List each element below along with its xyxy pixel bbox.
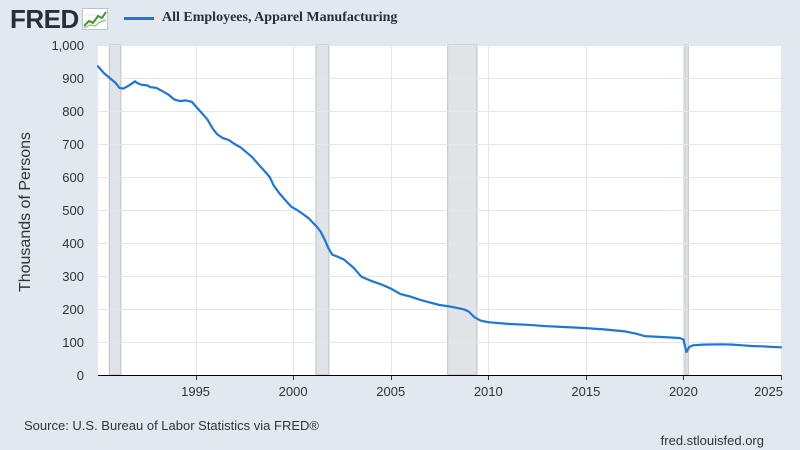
header: FRED All Employees, Apparel Manufacturin… xyxy=(0,0,800,40)
fred-logo[interactable]: FRED xyxy=(10,4,108,34)
legend-swatch xyxy=(124,16,154,20)
y-tick-label: 900 xyxy=(62,71,84,86)
x-tick-label: 2020 xyxy=(669,384,698,399)
y-tick-label: 1,000 xyxy=(51,38,84,53)
y-tick-label: 300 xyxy=(62,269,84,284)
source-note: Source: U.S. Bureau of Labor Statistics … xyxy=(24,418,319,433)
x-axis-ticks: 1995 2000 2005 2010 2015 2020 2025 xyxy=(181,375,783,399)
line-chart: 0 100 200 300 400 500 600 700 800 900 1,000 1995 20… xyxy=(51,38,783,399)
gridlines xyxy=(98,45,781,375)
y-tick-label: 800 xyxy=(62,104,84,119)
site-link[interactable]: fred.stlouisfed.org xyxy=(660,433,764,448)
y-tick-label: 0 xyxy=(77,368,84,383)
x-tick-label: 2015 xyxy=(571,384,600,399)
logo-text: FRED xyxy=(10,4,79,34)
series-layer xyxy=(96,65,783,353)
legend-label: All Employees, Apparel Manufacturing xyxy=(162,10,398,25)
x-tick-label: 1995 xyxy=(181,384,210,399)
x-tick-label: 2025 xyxy=(754,384,783,399)
x-tick-label: 2000 xyxy=(279,384,308,399)
series-line xyxy=(96,65,783,353)
x-tick-label: 2005 xyxy=(376,384,405,399)
y-tick-label: 600 xyxy=(62,170,84,185)
y-axis-ticks: 0 100 200 300 400 500 600 700 800 900 1,000 xyxy=(51,38,84,383)
y-tick-label: 500 xyxy=(62,203,84,218)
x-tick-label: 2010 xyxy=(474,384,503,399)
chart-legend: All Employees, Apparel Manufacturing xyxy=(124,10,397,26)
y-tick-label: 100 xyxy=(62,335,84,350)
line-graph-icon xyxy=(81,8,108,30)
y-tick-label: 700 xyxy=(62,137,84,152)
y-tick-label: 200 xyxy=(62,302,84,317)
y-tick-label: 400 xyxy=(62,236,84,251)
